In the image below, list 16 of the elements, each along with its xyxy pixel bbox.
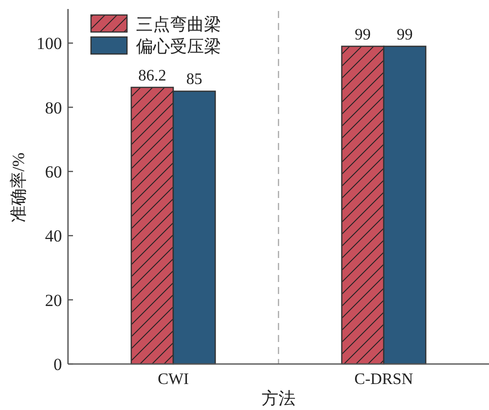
y-tick-label: 40 [45,226,62,246]
data-label: 99 [354,26,371,44]
x-axis-title: 方法 [262,389,296,408]
x-tick-label: CWI [158,371,189,388]
y-tick-label: 60 [45,162,62,182]
legend-label: 偏心受压梁 [136,37,221,56]
y-tick-label: 80 [45,98,62,118]
y-axis-title: 准确率/% [9,152,28,222]
data-label: 99 [396,26,413,44]
data-label: 86.2 [138,67,166,84]
data-label: 85 [186,71,202,88]
legend-label: 三点弯曲梁 [136,15,221,34]
y-tick-label: 100 [36,34,62,54]
y-tick-label: 0 [54,355,62,374]
y-tick-label: 20 [45,290,62,310]
x-tick-label: C-DRSN [354,371,414,388]
